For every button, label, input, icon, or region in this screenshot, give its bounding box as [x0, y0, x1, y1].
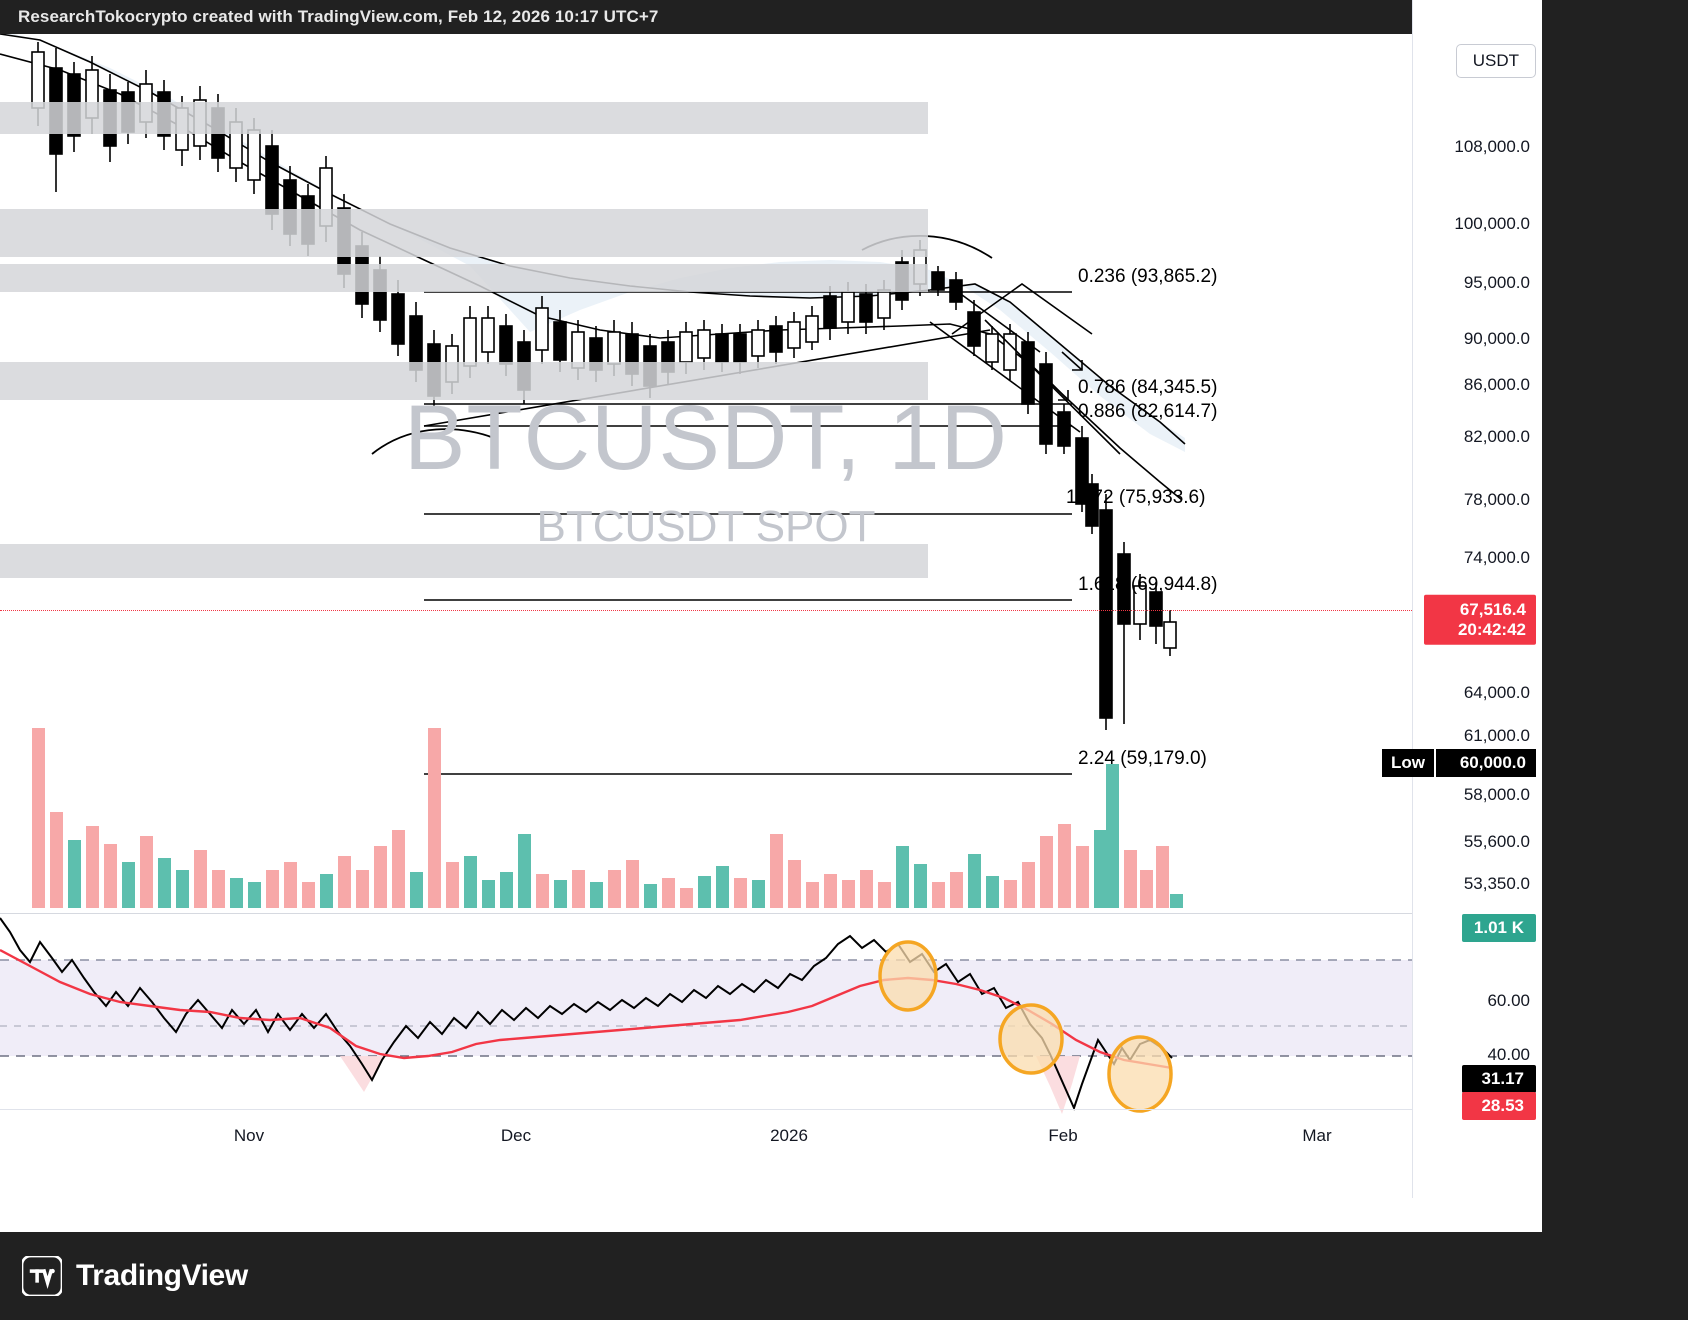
price-tick-78000: 78,000.0: [1463, 490, 1530, 509]
price-tick-55600: 55,600.0: [1463, 832, 1530, 851]
attribution-bar: ResearchTokocrypto created with TradingV…: [0, 0, 1688, 34]
demand-zone-1: [0, 362, 928, 400]
price-tick-74000: 74,000.0: [1463, 548, 1530, 567]
price-series-svg: [0, 34, 1186, 775]
price-tick-61000: 61,000.0: [1463, 726, 1530, 745]
fib-label-1618: 1.618 (69,944.8): [1078, 574, 1218, 595]
price-pane[interactable]: BTCUSDT, 1D BTCUSDT SPOT: [0, 34, 1412, 909]
fib-label-0786: 0.786 (84,345.5): [1078, 377, 1218, 398]
low-price-tag[interactable]: Low 60,000.0: [1382, 749, 1536, 777]
price-tick-64000: 64,000.0: [1463, 683, 1530, 702]
supply-zone-1: [0, 102, 928, 134]
low-label: Low: [1382, 749, 1434, 777]
time-tick-2026: 2026: [770, 1126, 808, 1145]
price-tick-58000: 58,000.0: [1463, 785, 1530, 804]
brand-bar: TradingView: [0, 1232, 1688, 1320]
currency-badge[interactable]: USDT: [1455, 44, 1536, 78]
price-tick-53350: 53,350.0: [1463, 874, 1530, 893]
divergence-circle-3: [1107, 1035, 1173, 1113]
price-tick-100000: 100,000.0: [1454, 214, 1530, 233]
price-tick-90000: 90,000.0: [1463, 329, 1530, 348]
fib-label-0886: 0.886 (82,614.7): [1078, 401, 1218, 422]
price-tick-82000: 82,000.0: [1463, 427, 1530, 446]
supply-zone-2: [0, 209, 928, 257]
rsi-pane[interactable]: [0, 913, 1412, 1143]
attribution-text: ResearchTokocrypto created with TradingV…: [18, 7, 659, 26]
demand-zone-2: [0, 544, 928, 578]
fib-label-1272: 1.272 (75,933.6): [1066, 487, 1206, 508]
right-dark-margin: [1542, 0, 1688, 1320]
time-tick-dec: Dec: [500, 1126, 532, 1145]
time-tick-feb: Feb: [1048, 1126, 1078, 1145]
tradingview-logo-icon: [22, 1256, 62, 1296]
time-tick-nov: Nov: [233, 1126, 265, 1145]
volume-value-tag[interactable]: 1.01 K: [1461, 914, 1536, 942]
divergence-circle-1: [878, 940, 938, 1012]
low-value: 60,000.0: [1436, 749, 1536, 777]
rsi-signal-tag[interactable]: 28.53: [1462, 1092, 1536, 1120]
supply-zone-3: [0, 264, 928, 292]
rsi-band: [0, 960, 1412, 1056]
tradingview-logo: TradingView: [22, 1256, 248, 1296]
current-price-value: 67,516.4: [1459, 599, 1526, 619]
rsi-series-svg: [0, 917, 1412, 1114]
rsi-value-tag[interactable]: 31.17: [1462, 1065, 1536, 1093]
time-axis[interactable]: Nov Dec 2026 Feb Mar: [0, 1109, 1412, 1159]
rsi-oversold-shading-2: [1036, 1056, 1080, 1114]
last-price-line: [0, 610, 1412, 611]
price-tick-95000: 95,000.0: [1463, 273, 1530, 292]
rsi-tick-60: 60.00: [1487, 991, 1530, 1010]
volume-bars: [32, 728, 1183, 908]
rsi-tick-40: 40.00: [1487, 1045, 1530, 1064]
rsi-ma-line: [0, 948, 1173, 1070]
rsi-oversold-shading: [340, 1056, 384, 1092]
current-price-tag[interactable]: 67,516.4 20:42:42: [1424, 594, 1536, 646]
time-tick-mar: Mar: [1302, 1126, 1332, 1145]
volume-series-svg: [32, 728, 1183, 908]
fib-label-0236: 0.236 (93,865.2): [1078, 266, 1218, 287]
price-tick-108000: 108,000.0: [1454, 137, 1530, 156]
brand-name: TradingView: [76, 1259, 248, 1292]
fib-label-224: 2.24 (59,179.0): [1078, 748, 1207, 769]
price-tick-86000: 86,000.0: [1463, 375, 1530, 394]
current-price-countdown: 20:42:42: [1457, 619, 1526, 639]
divergence-circle-2: [998, 1003, 1064, 1075]
